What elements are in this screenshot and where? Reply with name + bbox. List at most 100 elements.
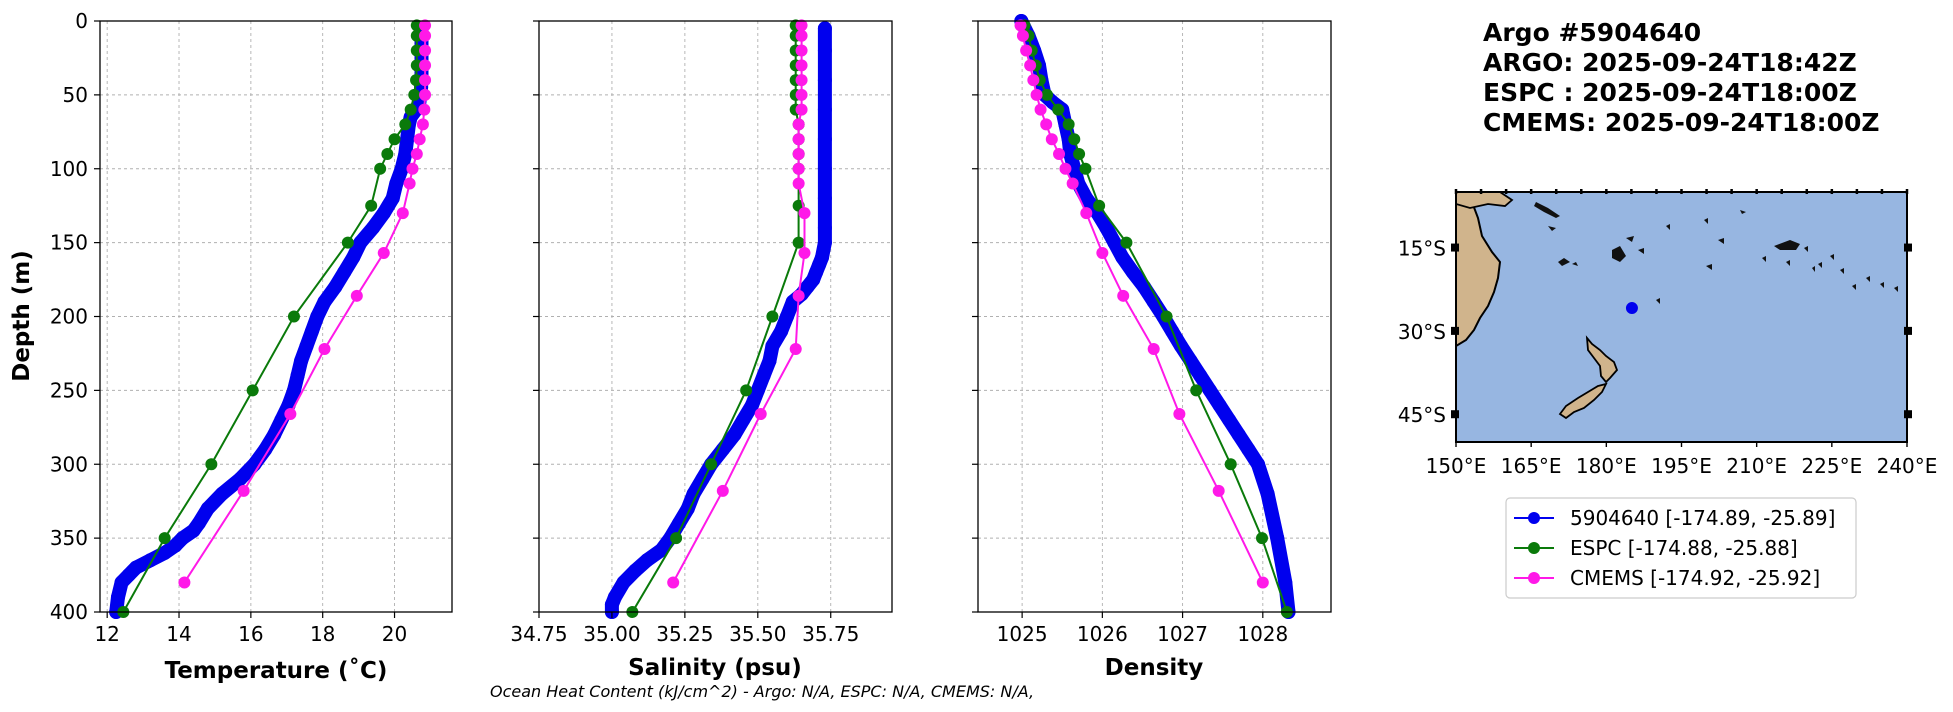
depth-ylabel: Depth (m) xyxy=(9,250,35,382)
data-point-argo xyxy=(817,43,832,58)
data-point-cmems xyxy=(419,74,432,87)
series-cmems xyxy=(667,19,811,589)
data-point-cmems xyxy=(416,118,429,131)
data-point-argo xyxy=(654,542,669,557)
data-point-cmems xyxy=(1027,74,1040,87)
data-point-cmems xyxy=(1014,19,1027,32)
data-point-argo xyxy=(750,383,765,398)
map-lat-tick-right xyxy=(1904,243,1912,252)
data-point-cmems xyxy=(795,88,808,101)
data-point-cmems xyxy=(792,162,805,175)
info-block: Argo #5904640 ARGO: 2025-09-24T18:42Z ES… xyxy=(1483,18,1880,137)
data-point-cmems xyxy=(406,162,419,175)
data-point-argo xyxy=(186,523,201,538)
x-tick-label: 1026 xyxy=(1077,622,1128,646)
data-point-cmems xyxy=(716,484,729,497)
data-point-argo xyxy=(817,235,832,250)
x-tick-label: 1027 xyxy=(1157,622,1208,646)
data-point-argo xyxy=(817,191,832,206)
data-point-cmems xyxy=(795,103,808,116)
data-point-espc xyxy=(246,384,259,397)
x-tick-label: 35.00 xyxy=(583,622,640,646)
data-point-cmems xyxy=(1147,343,1160,356)
data-point-argo xyxy=(765,339,780,354)
x-tick-label: 18 xyxy=(310,622,335,646)
y-tick-label: 300 xyxy=(50,452,88,476)
data-point-espc xyxy=(1052,103,1065,116)
data-point-argo xyxy=(1193,368,1208,383)
data-point-argo xyxy=(1250,457,1265,472)
data-point-argo xyxy=(157,545,172,560)
map-lat-tick xyxy=(1451,326,1459,335)
data-point-argo xyxy=(200,501,215,516)
map-lon-label: 165°E xyxy=(1501,454,1562,478)
data-point-espc xyxy=(410,29,423,42)
data-point-argo xyxy=(1099,220,1114,235)
data-point-espc xyxy=(740,384,753,397)
data-point-cmems xyxy=(1059,162,1072,175)
info-line-espc-time: ESPC : 2025-09-24T18:00Z xyxy=(1483,78,1857,107)
data-point-cmems xyxy=(792,147,805,160)
temperature-series xyxy=(109,19,432,619)
legend-box xyxy=(1505,497,1857,599)
data-point-argo xyxy=(294,353,309,368)
data-point-cmems xyxy=(1016,29,1029,42)
data-point-cmems xyxy=(1066,177,1079,190)
data-point-argo xyxy=(762,353,777,368)
data-point-argo xyxy=(744,398,759,413)
data-point-cmems xyxy=(1030,88,1043,101)
data-point-argo xyxy=(1222,412,1237,427)
y-tick-label: 400 xyxy=(50,600,88,624)
data-point-cmems xyxy=(792,177,805,190)
data-point-argo xyxy=(310,309,325,324)
data-point-argo xyxy=(376,206,391,221)
data-point-argo xyxy=(1107,235,1122,250)
data-point-espc xyxy=(408,88,421,101)
series-argo xyxy=(109,21,429,619)
data-point-espc xyxy=(1190,384,1203,397)
data-point-cmems xyxy=(377,246,390,259)
series-espc xyxy=(1018,19,1293,618)
series-line-espc xyxy=(122,25,418,613)
data-point-argo xyxy=(628,563,643,578)
data-point-argo xyxy=(817,21,832,36)
series-espc xyxy=(117,19,423,618)
x-tick-label: 1025 xyxy=(997,622,1048,646)
data-point-argo xyxy=(389,176,404,191)
pacific-islands xyxy=(1534,202,1898,304)
y-tick-label: 350 xyxy=(50,526,88,550)
data-point-argo xyxy=(299,339,314,354)
data-point-argo xyxy=(1125,265,1140,280)
data-point-cmems xyxy=(1040,118,1053,131)
ohc-footer: Ocean Heat Content (kJ/cm^2) - Argo: N/A… xyxy=(490,682,1034,701)
data-point-argo xyxy=(365,220,380,235)
data-point-espc xyxy=(388,133,401,146)
data-point-argo xyxy=(727,427,742,442)
data-point-espc xyxy=(404,103,417,116)
data-point-cmems xyxy=(795,29,808,42)
data-point-cmems xyxy=(419,29,432,42)
data-point-espc xyxy=(1068,133,1081,146)
info-line-cmems-time: CMEMS: 2025-09-24T18:00Z xyxy=(1483,108,1880,137)
data-point-espc xyxy=(410,59,423,72)
series-argo xyxy=(604,21,832,619)
map-lat-tick-right xyxy=(1904,410,1912,419)
data-point-argo xyxy=(1067,161,1082,176)
data-point-cmems xyxy=(795,19,808,32)
series-line-argo xyxy=(109,21,429,619)
x-tick-label: 35.75 xyxy=(802,622,859,646)
data-point-cmems xyxy=(413,133,426,146)
data-point-espc xyxy=(205,458,218,471)
data-point-cmems xyxy=(419,88,432,101)
y-tick-label: 50 xyxy=(63,83,88,107)
data-point-cmems xyxy=(798,246,811,259)
data-point-espc xyxy=(158,532,171,545)
data-point-argo xyxy=(258,442,273,457)
data-point-argo xyxy=(168,538,183,553)
map-lat-tick xyxy=(1451,243,1459,252)
series-espc xyxy=(626,19,805,618)
y-tick-label: 0 xyxy=(75,9,88,33)
data-point-cmems xyxy=(792,118,805,131)
